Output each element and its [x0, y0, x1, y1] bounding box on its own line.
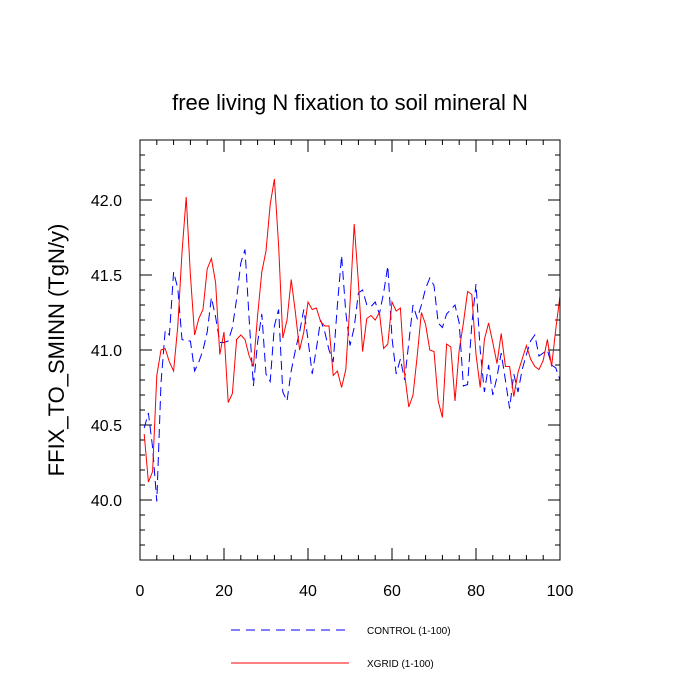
y-tick-label: 41.5	[91, 268, 122, 285]
y-tick-label: 42.0	[91, 193, 122, 210]
y-tick-label: 41.0	[91, 343, 122, 360]
x-tick-label: 100	[547, 583, 574, 600]
chart-title: free living N fixation to soil mineral N	[172, 90, 528, 115]
y-axis-label: FFIX_TO_SMINN (TgN/y)	[44, 224, 69, 477]
y-tick-label: 40.0	[91, 493, 122, 510]
x-tick-label: 0	[136, 583, 145, 600]
legend-label-control: CONTROL (1-100)	[367, 626, 451, 637]
series-line-control	[143, 249, 561, 502]
legend-label-xgrid: XGRID (1-100)	[367, 659, 434, 670]
plot-frame	[139, 139, 561, 561]
x-tick-label: 20	[215, 583, 233, 600]
x-tick-label: 60	[383, 583, 401, 600]
legend: CONTROL (1-100) XGRID (1-100)	[231, 626, 451, 670]
series-line-xgrid	[143, 178, 561, 483]
data-series	[143, 178, 561, 502]
y-tick-label: 40.5	[91, 418, 122, 435]
x-tick-label: 40	[299, 583, 317, 600]
x-tick-label: 80	[467, 583, 485, 600]
